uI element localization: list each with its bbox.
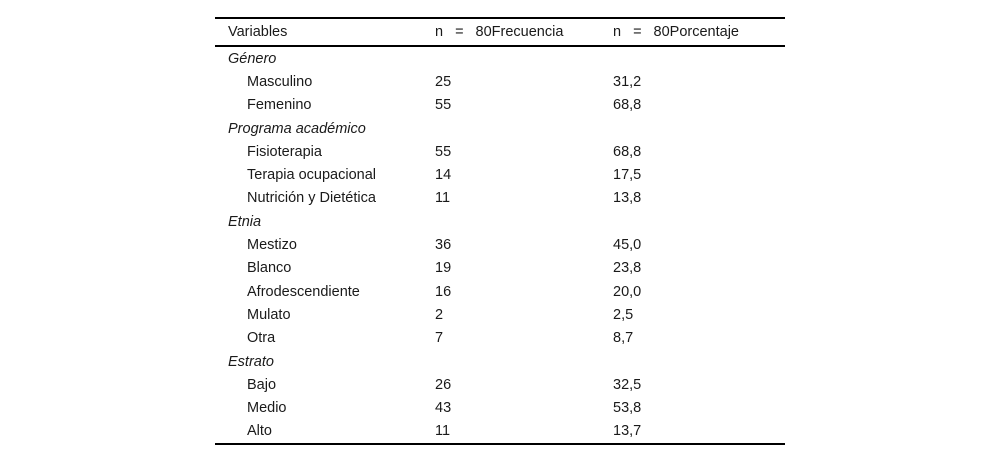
row-frequency: 16 [435, 283, 452, 300]
row-frequency: 14 [435, 167, 452, 184]
table-row: Mulato 2 2,5 [215, 303, 785, 326]
table-row: Blanco 19 23,8 [215, 257, 785, 280]
row-label: Afrodescendiente [247, 283, 360, 300]
row-frequency: 11 [435, 190, 451, 207]
section-row-estrato: Estrato [215, 350, 785, 373]
header-frequency-n: n [435, 24, 444, 40]
table-row: Afrodescendiente 16 20,0 [215, 280, 785, 303]
row-percentage: 23,8 [613, 260, 642, 277]
section-title: Programa académico [228, 120, 366, 137]
header-frequency-label: 80Frecuencia [475, 24, 564, 40]
section-title: Estrato [228, 353, 274, 370]
header-percentage: n = 80Porcentaje [613, 24, 785, 40]
row-percentage: 68,8 [613, 143, 642, 160]
row-frequency: 19 [435, 260, 452, 277]
row-percentage: 20,0 [613, 283, 642, 300]
table-row: Femenino 55 68,8 [215, 94, 785, 117]
row-label: Terapia ocupacional [247, 167, 376, 184]
row-frequency: 55 [435, 97, 452, 114]
table-header-row: Variables n = 80Frecuencia n = 80Porcentaje [215, 19, 785, 45]
table-bottom-rule [215, 443, 785, 446]
header-variables: Variables [228, 24, 288, 40]
row-percentage: 2,5 [613, 306, 634, 323]
row-percentage: 13,8 [613, 190, 642, 207]
row-percentage: 45,0 [613, 237, 642, 254]
row-label: Bajo [247, 376, 277, 393]
table-header-rule [215, 45, 785, 47]
row-label: Mulato [247, 306, 291, 323]
row-label: Otra [247, 330, 276, 347]
header-percentage-label: 80Porcentaje [653, 24, 739, 40]
section-row-genero: Género [215, 47, 785, 70]
row-percentage: 8,7 [613, 330, 634, 347]
row-label: Masculino [247, 73, 313, 90]
table-row: Medio 43 53,8 [215, 396, 785, 419]
table-row: Nutrición y Dietética 11 13,8 [215, 187, 785, 210]
row-percentage: 32,5 [613, 376, 642, 393]
row-label: Alto [247, 423, 272, 440]
table-top-rule [215, 17, 785, 19]
row-frequency: 25 [435, 73, 452, 90]
row-percentage: 13,7 [613, 423, 642, 440]
row-frequency: 11 [435, 423, 451, 440]
row-label: Fisioterapia [247, 143, 322, 160]
row-frequency: 7 [435, 330, 444, 347]
header-percentage-equals: = [633, 24, 642, 40]
row-frequency: 2 [435, 306, 444, 323]
row-label: Nutrición y Dietética [247, 190, 376, 207]
header-frequency-equals: = [455, 24, 464, 40]
section-title: Etnia [228, 213, 262, 230]
section-row-programa-academico: Programa académico [215, 117, 785, 140]
header-percentage-n: n [613, 24, 622, 40]
table-row: Otra 7 8,7 [215, 327, 785, 350]
table-row: Terapia ocupacional 14 17,5 [215, 163, 785, 186]
row-percentage: 31,2 [613, 73, 642, 90]
row-frequency: 55 [435, 143, 452, 160]
header-frequency: n = 80Frecuencia [435, 24, 613, 40]
table-row: Alto 11 13,7 [215, 420, 785, 443]
table-row: Mestizo 36 45,0 [215, 233, 785, 256]
table-row: Fisioterapia 55 68,8 [215, 140, 785, 163]
row-percentage: 53,8 [613, 400, 642, 417]
row-label: Medio [247, 400, 287, 417]
row-label: Blanco [247, 260, 292, 277]
row-label: Femenino [247, 97, 312, 114]
table-row: Masculino 25 31,2 [215, 70, 785, 93]
section-title: Género [228, 50, 277, 67]
row-frequency: 43 [435, 400, 452, 417]
demographics-table: Variables n = 80Frecuencia n = 80Porcentaje … [215, 17, 785, 446]
row-frequency: 36 [435, 237, 452, 254]
row-percentage: 68,8 [613, 97, 642, 114]
row-label: Mestizo [247, 237, 297, 254]
section-row-etnia: Etnia [215, 210, 785, 233]
row-percentage: 17,5 [613, 167, 642, 184]
table-row: Bajo 26 32,5 [215, 373, 785, 396]
row-frequency: 26 [435, 376, 452, 393]
